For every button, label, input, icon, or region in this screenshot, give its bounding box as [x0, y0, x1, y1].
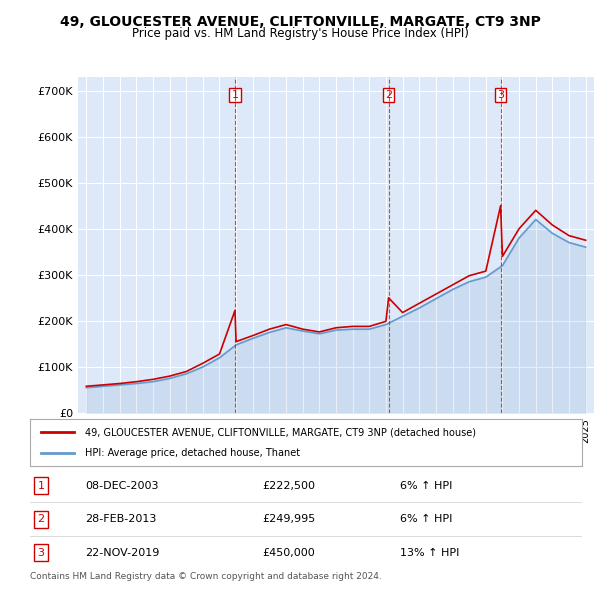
- Text: 08-DEC-2003: 08-DEC-2003: [85, 481, 158, 491]
- Text: Price paid vs. HM Land Registry's House Price Index (HPI): Price paid vs. HM Land Registry's House …: [131, 27, 469, 40]
- Text: £450,000: £450,000: [262, 548, 314, 558]
- Text: 22-NOV-2019: 22-NOV-2019: [85, 548, 160, 558]
- Text: £249,995: £249,995: [262, 514, 315, 524]
- Text: 3: 3: [497, 90, 504, 100]
- Text: HPI: Average price, detached house, Thanet: HPI: Average price, detached house, Than…: [85, 448, 301, 458]
- Text: 49, GLOUCESTER AVENUE, CLIFTONVILLE, MARGATE, CT9 3NP: 49, GLOUCESTER AVENUE, CLIFTONVILLE, MAR…: [59, 15, 541, 29]
- Text: 1: 1: [38, 481, 44, 491]
- Text: 49, GLOUCESTER AVENUE, CLIFTONVILLE, MARGATE, CT9 3NP (detached house): 49, GLOUCESTER AVENUE, CLIFTONVILLE, MAR…: [85, 427, 476, 437]
- Text: £222,500: £222,500: [262, 481, 315, 491]
- Text: 2: 2: [37, 514, 44, 524]
- Text: 13% ↑ HPI: 13% ↑ HPI: [400, 548, 459, 558]
- Text: 3: 3: [38, 548, 44, 558]
- Text: 1: 1: [232, 90, 238, 100]
- Text: 28-FEB-2013: 28-FEB-2013: [85, 514, 157, 524]
- Text: Contains HM Land Registry data © Crown copyright and database right 2024.: Contains HM Land Registry data © Crown c…: [30, 572, 382, 581]
- Text: 2: 2: [385, 90, 392, 100]
- Text: 6% ↑ HPI: 6% ↑ HPI: [400, 514, 452, 524]
- Text: 6% ↑ HPI: 6% ↑ HPI: [400, 481, 452, 491]
